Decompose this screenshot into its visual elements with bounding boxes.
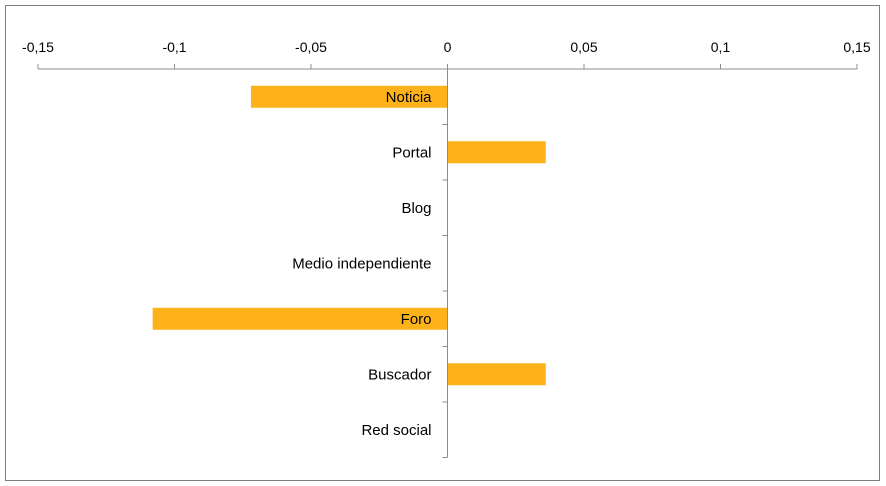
x-tick-label: -0,1	[162, 39, 186, 55]
category-label: Medio independiente	[292, 255, 431, 272]
bar-foro	[152, 307, 448, 330]
bar-buscador	[447, 363, 546, 386]
bar-noticia	[250, 85, 448, 108]
x-tick-label: 0,05	[570, 39, 597, 55]
x-tick-label: 0,1	[711, 39, 731, 55]
category-label: Red social	[361, 422, 431, 439]
x-tick-label: 0	[444, 39, 452, 55]
category-label: Blog	[401, 200, 431, 217]
x-tick-label: 0,15	[843, 39, 870, 55]
x-tick-label: -0,05	[295, 39, 327, 55]
x-tick-label: -0,15	[22, 39, 54, 55]
category-label: Noticia	[386, 89, 433, 106]
category-label: Portal	[392, 144, 431, 161]
category-label: Foro	[401, 311, 432, 328]
bar-portal	[447, 141, 546, 164]
category-label: Buscador	[368, 366, 431, 383]
